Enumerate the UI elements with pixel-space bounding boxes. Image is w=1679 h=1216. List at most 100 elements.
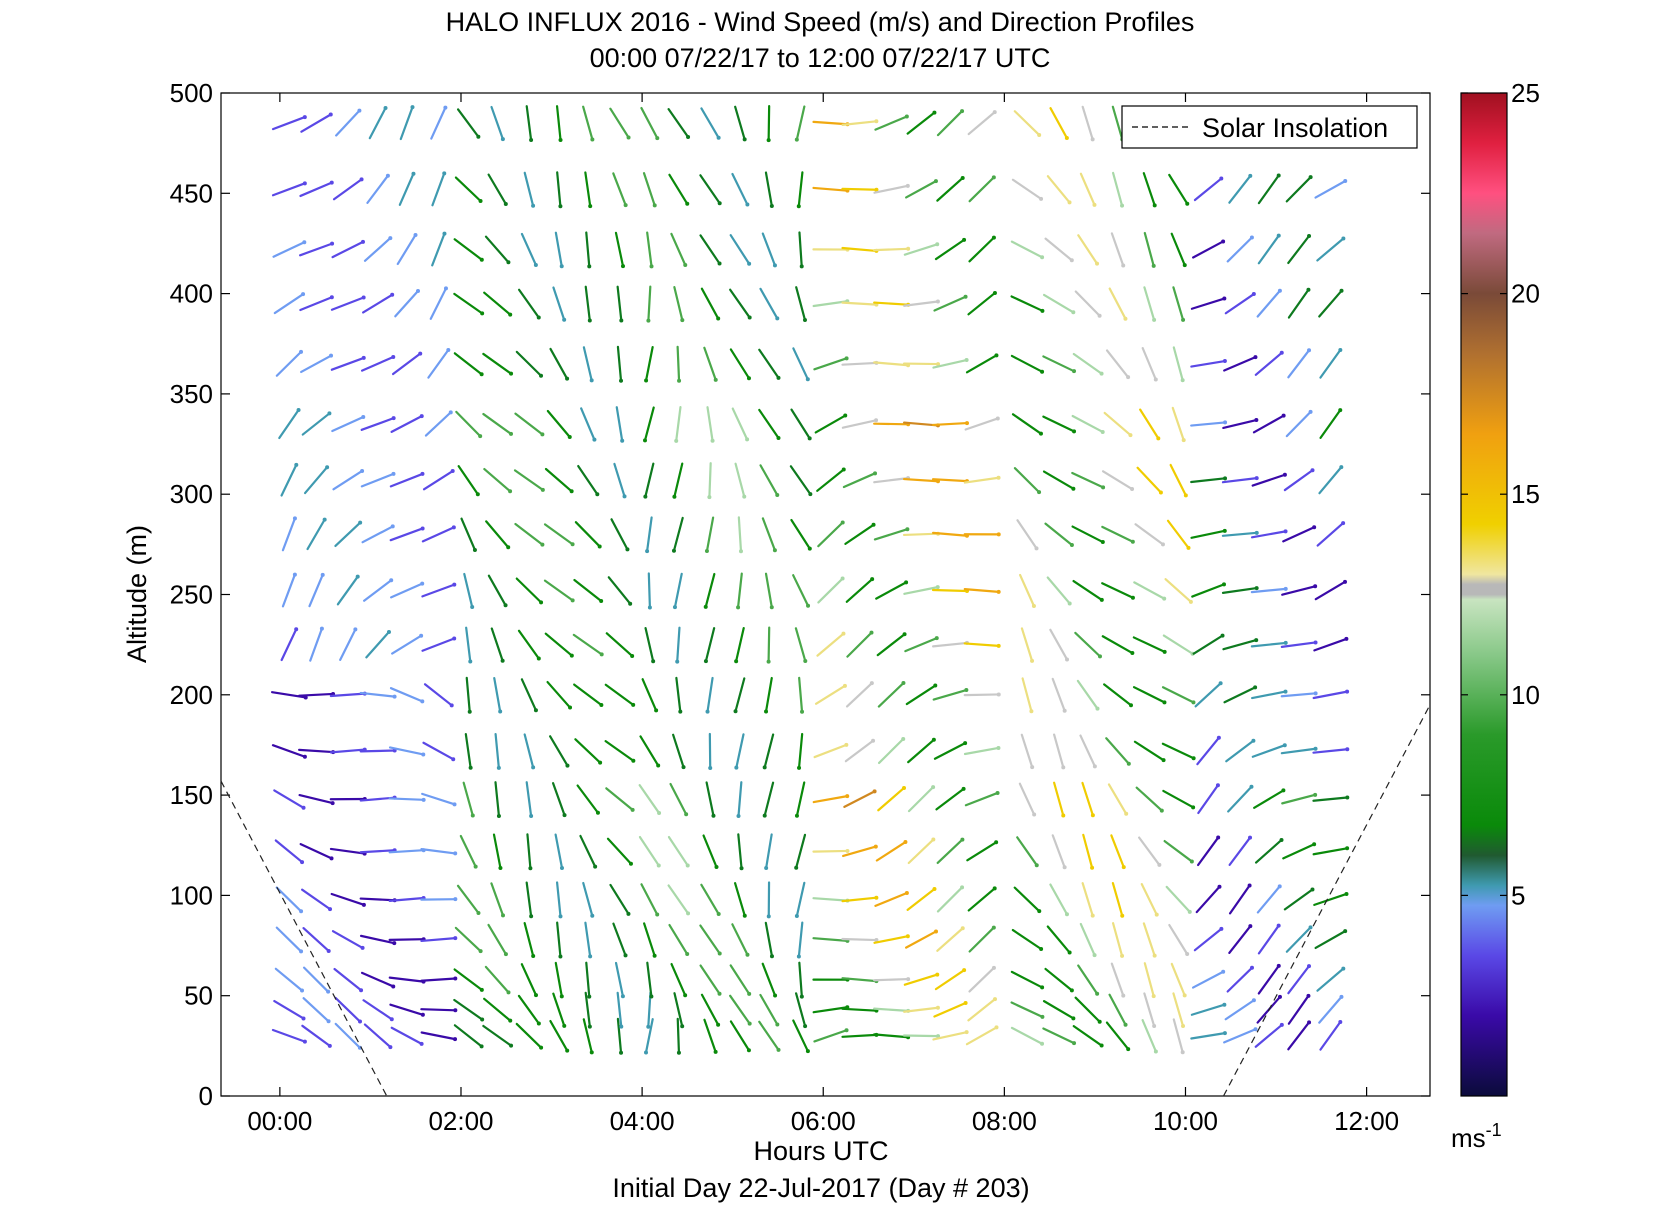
wind-arrow xyxy=(1257,963,1281,995)
wind-arrow xyxy=(1283,468,1315,492)
wind-arrow xyxy=(333,967,364,993)
wind-arrow xyxy=(731,407,750,442)
x-tick-label: 10:00 xyxy=(1153,1106,1218,1136)
wind-arrow-head xyxy=(590,137,595,142)
wind-arrow-shaft xyxy=(514,522,544,546)
wind-arrow-shaft xyxy=(1132,636,1166,653)
wind-arrow-shaft xyxy=(1079,922,1096,957)
wind-arrow-head xyxy=(442,231,447,236)
colorbar-tick-label: 15 xyxy=(1511,479,1540,509)
wind-arrow-shaft xyxy=(706,406,714,442)
wind-arrow-head xyxy=(1071,310,1076,315)
wind-arrow-shaft xyxy=(573,578,603,603)
wind-arrow-shaft xyxy=(607,576,632,605)
wind-arrow-shaft xyxy=(1169,463,1187,497)
wind-arrow-shaft xyxy=(454,926,482,953)
wind-arrow-shaft xyxy=(453,238,483,261)
wind-arrow xyxy=(1161,742,1196,761)
y-tick-label: 300 xyxy=(170,479,213,509)
wind-arrow-shaft xyxy=(490,627,504,662)
wind-arrow xyxy=(1072,1024,1104,1048)
wind-arrow-shaft xyxy=(554,231,563,268)
wind-arrow xyxy=(1010,1026,1045,1046)
wind-arrow-shaft xyxy=(525,881,533,918)
wind-arrow-head xyxy=(353,627,358,632)
wind-arrow xyxy=(482,1024,514,1048)
wind-arrow-shaft xyxy=(1134,523,1165,546)
wind-arrow-shaft xyxy=(841,301,878,306)
x-tick-label: 00:00 xyxy=(247,1106,312,1136)
wind-arrow-shaft xyxy=(705,781,715,817)
wind-arrow-head xyxy=(329,856,334,861)
wind-arrow-head xyxy=(960,109,965,114)
wind-arrow xyxy=(398,171,416,206)
wind-arrow-head xyxy=(1344,891,1349,896)
wind-arrow-head xyxy=(1313,792,1318,797)
wind-arrow-head xyxy=(935,242,940,247)
chart-subtitle: 00:00 07/22/17 to 12:00 07/22/17 UTC xyxy=(590,43,1051,73)
wind-arrow-shaft xyxy=(1042,470,1075,490)
wind-arrow xyxy=(646,231,654,269)
wind-arrow-head xyxy=(533,262,538,267)
wind-arrow-head xyxy=(874,119,879,124)
wind-arrow-shaft xyxy=(493,676,502,713)
wind-arrow xyxy=(936,837,965,865)
wind-arrow xyxy=(1171,406,1186,443)
wind-arrow-shaft xyxy=(1221,477,1258,484)
wind-arrow xyxy=(457,465,480,497)
wind-arrow-shaft xyxy=(812,795,849,804)
wind-arrow xyxy=(573,683,604,708)
wind-arrow-shaft xyxy=(517,629,540,660)
wind-arrow-shaft xyxy=(1105,1021,1130,1051)
wind-arrow-shaft xyxy=(360,971,395,988)
wind-arrow-shaft xyxy=(873,1007,910,1012)
wind-arrow-shaft xyxy=(1253,789,1285,809)
wind-arrow-shaft xyxy=(421,792,456,806)
wind-arrow xyxy=(1013,110,1042,137)
wind-arrow-shaft xyxy=(389,1003,424,1016)
wind-arrow-head xyxy=(796,954,801,959)
wind-arrow xyxy=(873,527,910,541)
wind-arrow-shaft xyxy=(606,837,633,865)
wind-arrow-head xyxy=(1253,355,1258,360)
wind-arrow xyxy=(494,781,501,819)
wind-arrow xyxy=(1111,922,1125,958)
wind-arrow xyxy=(272,240,307,258)
wind-arrow-head xyxy=(994,353,999,358)
wind-arrow-shaft xyxy=(1140,883,1158,916)
wind-arrow xyxy=(1011,178,1044,201)
wind-arrow-head xyxy=(1276,173,1281,178)
wind-arrow-head xyxy=(1277,884,1282,889)
wind-arrow-head xyxy=(389,578,394,583)
wind-arrow xyxy=(1227,784,1254,813)
wind-arrow-shaft xyxy=(330,892,366,906)
wind-arrow xyxy=(525,105,534,142)
wind-arrow-shaft xyxy=(1251,690,1287,700)
wind-arrow xyxy=(934,237,967,261)
wind-arrow-shaft xyxy=(672,733,685,769)
wind-arrow-shaft xyxy=(302,966,330,993)
wind-arrow-head xyxy=(932,886,937,891)
wind-arrow-head xyxy=(840,576,845,581)
wind-arrow-shaft xyxy=(699,924,721,955)
wind-arrow xyxy=(420,976,458,982)
wind-arrow-head xyxy=(498,865,503,870)
wind-arrow-shaft xyxy=(644,1018,654,1054)
wind-arrow-shaft xyxy=(1254,1023,1283,1048)
wind-arrow-shaft xyxy=(1021,677,1033,713)
wind-arrow-shaft xyxy=(422,741,455,761)
wind-arrow-shaft xyxy=(903,973,939,986)
wind-arrow-shaft xyxy=(1172,992,1185,1028)
wind-arrow xyxy=(794,833,807,870)
wind-arrow-head xyxy=(539,373,544,378)
wind-arrow-head xyxy=(1040,985,1045,990)
wind-arrow xyxy=(758,1020,781,1052)
wind-arrow-head xyxy=(762,813,767,818)
wind-arrow-shaft xyxy=(456,884,480,915)
wind-arrow xyxy=(671,516,684,553)
wind-arrow-head xyxy=(302,181,307,186)
wind-arrow-head xyxy=(845,848,850,853)
wind-arrow-head xyxy=(300,860,305,865)
wind-arrow-shaft xyxy=(1312,847,1349,856)
wind-arrow-head xyxy=(1099,371,1104,376)
